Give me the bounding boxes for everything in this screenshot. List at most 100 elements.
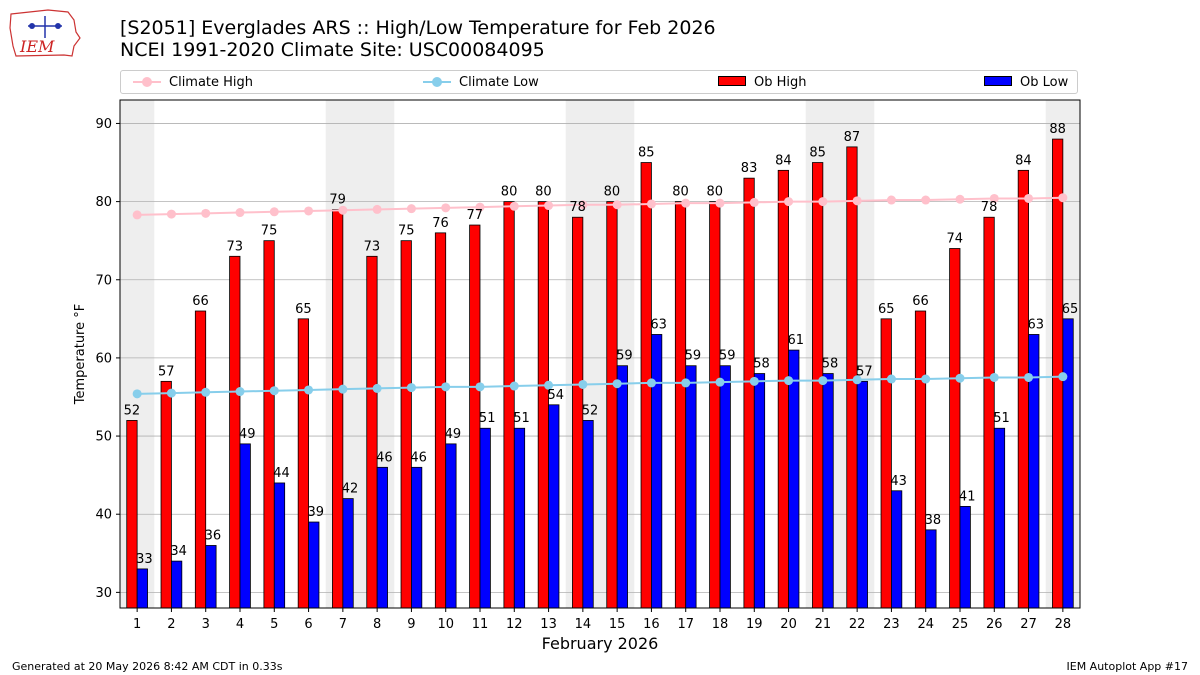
ob-low-label: 58 (753, 357, 770, 372)
x-tick-label: 2 (167, 617, 175, 632)
ob-high-label: 73 (364, 239, 381, 254)
ob-low-label: 59 (616, 349, 633, 364)
y-tick-label: 30 (95, 586, 112, 601)
ob-high-bar (194, 310, 207, 609)
y-tick-label: 60 (95, 351, 112, 366)
ob-low-bar (1062, 318, 1074, 609)
ob-low-label: 43 (890, 474, 907, 489)
x-tick-label: 5 (270, 617, 278, 632)
ob-high-bar (537, 201, 549, 609)
climate-low-point (784, 376, 794, 386)
ob-high-bar (1017, 169, 1029, 609)
ob-high-label: 84 (775, 153, 792, 168)
ob-high-bar (366, 255, 378, 609)
generated-timestamp: Generated at 20 May 2026 8:42 AM CDT in … (12, 660, 283, 673)
ob-high-label: 76 (432, 216, 449, 231)
ob-low-bar (685, 365, 697, 609)
ob-low-label: 51 (479, 411, 496, 426)
x-tick-label: 21 (815, 617, 832, 632)
legend-label: Ob High (754, 74, 807, 90)
climate-low-point (132, 389, 142, 399)
climate-low-point (406, 383, 416, 393)
ob-low-label: 58 (822, 357, 839, 372)
climate-low-point (1024, 372, 1034, 382)
ob-high-bar (606, 201, 618, 609)
ob-high-bar (332, 209, 344, 609)
x-tick-label: 26 (986, 617, 1003, 632)
ob-low-label: 46 (410, 450, 427, 465)
ob-low-label: 52 (582, 403, 599, 418)
ob-low-label: 54 (547, 388, 564, 403)
climate-low-point (886, 374, 896, 384)
ob-low-bar (479, 427, 491, 609)
ob-low-label: 59 (685, 349, 702, 364)
climate-low-point (955, 373, 965, 383)
ob-high-bar (914, 310, 927, 609)
climate-low-point (235, 387, 245, 397)
ob-low-bar (513, 427, 526, 609)
ob-high-label: 74 (947, 231, 964, 246)
x-tick-label: 15 (609, 617, 626, 632)
ob-high-label: 78 (981, 200, 998, 215)
climate-low-point (441, 382, 451, 392)
climate-low-point (544, 380, 554, 390)
climate-high-point (201, 208, 211, 218)
ob-high-label: 88 (1049, 122, 1066, 137)
climate-low-point (338, 384, 348, 394)
climate-high-point (612, 200, 622, 210)
ob-high-label: 85 (809, 146, 826, 161)
climate-low-point (269, 386, 279, 396)
ob-high-bar (674, 201, 687, 609)
ob-high-bar (263, 240, 275, 609)
x-tick-label: 12 (506, 617, 523, 632)
climate-high-point (304, 206, 314, 216)
y-axis-label: Temperature °F (73, 304, 88, 405)
ob-low-label: 33 (136, 552, 153, 567)
y-tick-label: 70 (95, 273, 112, 288)
y-tick-label: 50 (95, 430, 112, 445)
x-tick-label: 28 (1055, 617, 1072, 632)
ob-high-label: 52 (124, 403, 141, 418)
ob-low-label: 46 (376, 450, 393, 465)
ob-low-bar (856, 380, 868, 609)
ob-low-bar (582, 420, 594, 609)
ob-low-label: 36 (205, 528, 222, 543)
x-tick-label: 8 (373, 617, 381, 632)
ob-high-label: 73 (227, 239, 244, 254)
x-tick-label: 14 (575, 617, 592, 632)
ob-low-bar (239, 443, 251, 609)
ob-high-bar (743, 177, 755, 609)
ob-low-bar (788, 349, 800, 609)
ob-high-label: 75 (261, 224, 278, 239)
chart-title: [S2051] Everglades ARS :: High/Low Tempe… (120, 17, 716, 39)
ob-high-bar (126, 420, 138, 609)
ob-high-label: 80 (604, 185, 621, 200)
ob-high-bar (812, 162, 824, 609)
ob-high-label: 87 (844, 130, 861, 145)
climate-low-point (509, 381, 519, 391)
legend-label: Ob Low (1020, 74, 1069, 90)
iem-logo: IEM (9, 9, 81, 57)
legend-item-ob-high: Ob High (718, 71, 807, 93)
legend-label: Climate Low (459, 74, 539, 90)
x-tick-label: 4 (236, 617, 244, 632)
ob-low-label: 44 (273, 466, 290, 481)
x-tick-label: 24 (917, 617, 934, 632)
ob-low-bar (616, 365, 628, 609)
ob-low-label: 63 (1027, 317, 1044, 332)
climate-high-point (441, 203, 451, 213)
x-tick-label: 11 (472, 617, 489, 632)
climate-high-point (166, 209, 176, 219)
ob-high-bar (503, 201, 515, 609)
climate-high-point (646, 199, 656, 209)
ob-low-label: 41 (959, 489, 976, 504)
ob-low-label: 65 (1062, 302, 1079, 317)
ob-high-label: 80 (535, 185, 552, 200)
ob-low-bar (376, 466, 388, 609)
ob-high-bar (880, 318, 892, 609)
climate-high-point (406, 204, 416, 214)
ob-high-label: 66 (192, 294, 209, 309)
climate-low-point (1058, 372, 1068, 382)
climate-high-point (372, 204, 382, 214)
